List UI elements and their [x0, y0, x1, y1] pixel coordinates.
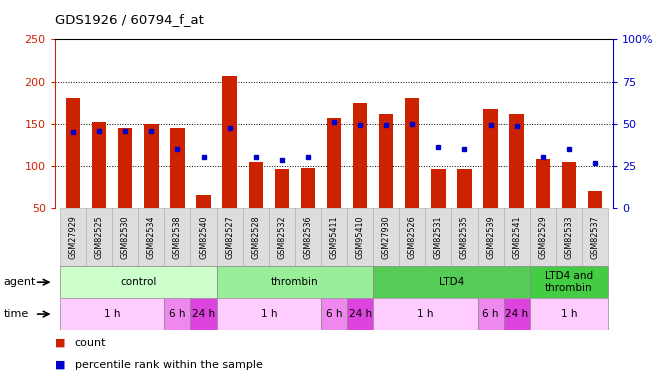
- FancyBboxPatch shape: [60, 266, 216, 298]
- FancyBboxPatch shape: [504, 298, 530, 330]
- FancyBboxPatch shape: [112, 208, 138, 266]
- Text: 1 h: 1 h: [560, 309, 577, 319]
- Text: GSM27930: GSM27930: [381, 215, 391, 259]
- Text: GSM82534: GSM82534: [147, 215, 156, 259]
- FancyBboxPatch shape: [60, 208, 86, 266]
- Bar: [327, 118, 341, 208]
- Text: LTD4 and
thrombin: LTD4 and thrombin: [545, 272, 593, 293]
- Bar: [562, 162, 576, 208]
- FancyBboxPatch shape: [373, 266, 530, 298]
- FancyBboxPatch shape: [60, 298, 164, 330]
- Bar: [301, 168, 315, 208]
- Text: 1 h: 1 h: [104, 309, 120, 319]
- FancyBboxPatch shape: [347, 298, 373, 330]
- Text: control: control: [120, 277, 156, 287]
- Bar: [353, 103, 367, 208]
- Bar: [66, 99, 80, 208]
- Text: GSM82526: GSM82526: [407, 215, 417, 259]
- Text: GSM82528: GSM82528: [251, 215, 261, 259]
- FancyBboxPatch shape: [347, 208, 373, 266]
- Bar: [118, 128, 132, 208]
- FancyBboxPatch shape: [478, 208, 504, 266]
- FancyBboxPatch shape: [216, 208, 242, 266]
- Text: count: count: [75, 338, 106, 348]
- Text: thrombin: thrombin: [271, 277, 319, 287]
- FancyBboxPatch shape: [321, 208, 347, 266]
- Text: 6 h: 6 h: [326, 309, 342, 319]
- Bar: [170, 128, 184, 208]
- Text: GSM82527: GSM82527: [225, 215, 234, 259]
- FancyBboxPatch shape: [530, 266, 608, 298]
- Text: GSM82540: GSM82540: [199, 215, 208, 259]
- Text: GSM82530: GSM82530: [121, 215, 130, 259]
- Text: 6 h: 6 h: [169, 309, 186, 319]
- Text: 24 h: 24 h: [349, 309, 371, 319]
- Bar: [484, 109, 498, 208]
- FancyBboxPatch shape: [399, 208, 426, 266]
- FancyBboxPatch shape: [242, 208, 269, 266]
- FancyBboxPatch shape: [164, 298, 190, 330]
- FancyBboxPatch shape: [190, 298, 216, 330]
- FancyBboxPatch shape: [452, 208, 478, 266]
- Text: GSM82535: GSM82535: [460, 215, 469, 259]
- Text: GSM82532: GSM82532: [277, 215, 287, 259]
- FancyBboxPatch shape: [269, 208, 295, 266]
- Text: GSM27929: GSM27929: [69, 215, 77, 259]
- FancyBboxPatch shape: [373, 298, 478, 330]
- Text: ■: ■: [55, 360, 65, 370]
- Text: 6 h: 6 h: [482, 309, 499, 319]
- Bar: [458, 169, 472, 208]
- Bar: [275, 169, 289, 208]
- Text: GSM82541: GSM82541: [512, 215, 521, 259]
- Bar: [222, 76, 236, 208]
- Text: GSM82536: GSM82536: [303, 215, 313, 259]
- Bar: [196, 195, 210, 208]
- Text: GSM82529: GSM82529: [538, 215, 547, 259]
- Text: GSM82533: GSM82533: [564, 215, 573, 259]
- Text: ■: ■: [55, 338, 65, 348]
- Text: 24 h: 24 h: [192, 309, 215, 319]
- FancyBboxPatch shape: [164, 208, 190, 266]
- Text: 1 h: 1 h: [417, 309, 434, 319]
- FancyBboxPatch shape: [138, 208, 164, 266]
- Text: GSM82525: GSM82525: [95, 215, 104, 259]
- FancyBboxPatch shape: [373, 208, 399, 266]
- Bar: [248, 162, 263, 208]
- Text: percentile rank within the sample: percentile rank within the sample: [75, 360, 263, 370]
- Text: GSM82539: GSM82539: [486, 215, 495, 259]
- FancyBboxPatch shape: [556, 208, 582, 266]
- Text: GSM95411: GSM95411: [329, 215, 339, 259]
- FancyBboxPatch shape: [321, 298, 347, 330]
- FancyBboxPatch shape: [504, 208, 530, 266]
- FancyBboxPatch shape: [530, 298, 608, 330]
- FancyBboxPatch shape: [530, 208, 556, 266]
- FancyBboxPatch shape: [478, 298, 504, 330]
- Bar: [405, 99, 420, 208]
- FancyBboxPatch shape: [582, 208, 608, 266]
- Text: GSM82531: GSM82531: [434, 215, 443, 259]
- FancyBboxPatch shape: [86, 208, 112, 266]
- FancyBboxPatch shape: [426, 208, 452, 266]
- Bar: [92, 122, 106, 208]
- Bar: [536, 159, 550, 208]
- Text: 24 h: 24 h: [505, 309, 528, 319]
- FancyBboxPatch shape: [216, 266, 373, 298]
- Text: GDS1926 / 60794_f_at: GDS1926 / 60794_f_at: [55, 13, 204, 26]
- FancyBboxPatch shape: [190, 208, 216, 266]
- Text: LTD4: LTD4: [439, 277, 464, 287]
- Text: agent: agent: [3, 277, 35, 287]
- FancyBboxPatch shape: [295, 208, 321, 266]
- Text: GSM82538: GSM82538: [173, 215, 182, 259]
- Text: GSM82537: GSM82537: [591, 215, 599, 259]
- Bar: [144, 124, 158, 208]
- Bar: [510, 114, 524, 208]
- Text: 1 h: 1 h: [261, 309, 277, 319]
- Bar: [379, 114, 393, 208]
- FancyBboxPatch shape: [216, 298, 321, 330]
- Text: time: time: [3, 309, 29, 319]
- Bar: [432, 169, 446, 208]
- Text: GSM95410: GSM95410: [355, 215, 365, 259]
- Bar: [588, 191, 602, 208]
